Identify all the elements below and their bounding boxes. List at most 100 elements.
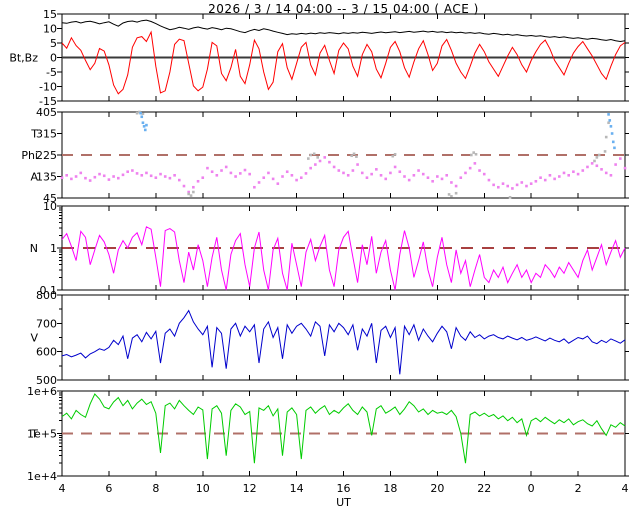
series-Phi-point (586, 165, 589, 169)
series-Phi-point (285, 170, 289, 174)
series-Phi-point (581, 169, 585, 172)
series-Phi-point (567, 174, 570, 177)
series-Phi-point (539, 176, 542, 179)
series-Phi-point (168, 176, 172, 180)
series-Phi-point (384, 177, 388, 181)
series-Phi_sector_blue-point (140, 115, 144, 119)
x-tick-label: 20 (430, 482, 444, 495)
series-Phi-point (389, 171, 392, 175)
series-Phi-point (177, 178, 181, 182)
x-tick-label: 6 (105, 482, 112, 495)
series-Phi-point (121, 173, 125, 177)
series-Phi-point (431, 179, 434, 183)
panel-phi-side-label: Phi (21, 149, 38, 162)
series-Phi-point (459, 176, 463, 179)
y-tick-label: -10 (39, 81, 57, 94)
series-Phi-point (619, 157, 622, 160)
series-Phi_sector_gray-point (316, 156, 319, 159)
series-Phi-point (468, 166, 472, 170)
series-Bz (61, 30, 626, 95)
series-Phi_sector_blue-point (141, 121, 145, 125)
series-Phi-point (140, 174, 144, 177)
series-Phi-point (562, 171, 566, 175)
series-Phi-point (163, 175, 167, 178)
series-Phi_sector_gray-point (450, 195, 453, 198)
series-Phi-point (60, 176, 64, 179)
series-Phi-point (520, 181, 524, 184)
series-V (61, 309, 626, 375)
series-Phi-point (229, 171, 233, 175)
series-Bt (61, 19, 626, 43)
y-tick-label: 800 (36, 289, 57, 302)
panel-speed-side-label: V (30, 332, 38, 345)
series-Phi-point (553, 177, 556, 181)
y-tick-label: 135 (36, 171, 57, 184)
series-Phi-point (365, 176, 369, 179)
series-Phi-point (248, 172, 251, 176)
panel-speed-frame (61, 294, 626, 381)
y-tick-label: -5 (46, 66, 57, 79)
series-Phi-point (426, 176, 430, 179)
plot-title: 2026 / 3 / 14 04:00 -- 3 / 15 04:00 ( AC… (208, 2, 479, 16)
series-Phi-point (107, 178, 111, 181)
series-Phi-point (276, 182, 280, 185)
series-Phi_sector_blue-point (143, 128, 147, 132)
series-Phi-point (370, 172, 373, 176)
series-Phi_sector_gray-point (192, 190, 195, 194)
series-Phi_sector_gray-point (352, 152, 356, 156)
series-Phi-point (93, 175, 97, 179)
x-tick-label: 14 (290, 482, 304, 495)
series-Phi-point (590, 162, 594, 165)
x-tick-label: 10 (196, 482, 210, 495)
series-Phi-point (558, 175, 561, 178)
y-tick-label: 1 (50, 242, 57, 255)
x-tick-label: 18 (383, 482, 397, 495)
series-Phi-point (267, 171, 270, 175)
series-Phi-point (314, 163, 317, 166)
series-Phi-point (464, 171, 467, 175)
series-T (61, 393, 626, 464)
series-Phi_sector_gray-point (447, 193, 451, 196)
series-Phi-point (70, 177, 73, 181)
y-tick-label: 45 (43, 192, 57, 205)
series-Phi_sector_gray-point (474, 152, 478, 156)
series-Phi-point (131, 169, 134, 172)
y-tick-label: 0 (50, 52, 57, 65)
series-Phi-point (407, 178, 411, 182)
series-Phi-point (375, 168, 378, 171)
series-Phi-point (534, 179, 538, 183)
series-Phi-point (609, 174, 613, 177)
y-tick-label: 700 (36, 317, 57, 330)
series-Phi_sector_gray-point (604, 135, 608, 139)
series-Phi_sector_blue-point (610, 132, 614, 135)
series-Phi-point (403, 175, 406, 178)
series-Phi_sector_blue-point (613, 146, 616, 150)
series-Phi-point (271, 177, 275, 181)
x-tick-label: 8 (152, 482, 159, 495)
x-tick-label: 16 (337, 482, 351, 495)
series-Phi-point (417, 169, 420, 172)
series-Phi-point (440, 177, 444, 181)
series-Phi-point (351, 169, 355, 172)
series-Phi-point (243, 168, 247, 172)
series-Phi-point (149, 174, 153, 178)
series-Phi-point (145, 171, 148, 175)
series-Phi-point (304, 172, 308, 175)
series-Phi-point (84, 176, 87, 180)
series-Phi-point (257, 181, 261, 184)
series-Phi-point (436, 175, 439, 178)
y-tick-label: 1e+4 (27, 470, 57, 483)
y-tick-label: 10 (43, 23, 57, 36)
y-tick-label: 1e+5 (27, 428, 57, 441)
y-tick-label: 15 (43, 8, 57, 21)
x-tick-label: 2 (575, 482, 582, 495)
series-Phi-point (487, 178, 491, 182)
series-Phi-point (445, 174, 449, 177)
series-Phi_sector_gray-point (393, 152, 397, 156)
series-Phi_sector_gray-point (312, 152, 316, 156)
y-tick-label: 315 (36, 128, 57, 141)
series-Phi-point (74, 175, 78, 178)
series-Phi-point (342, 171, 345, 175)
x-tick-label: 4 (59, 482, 66, 495)
series-Phi-point (323, 156, 327, 159)
